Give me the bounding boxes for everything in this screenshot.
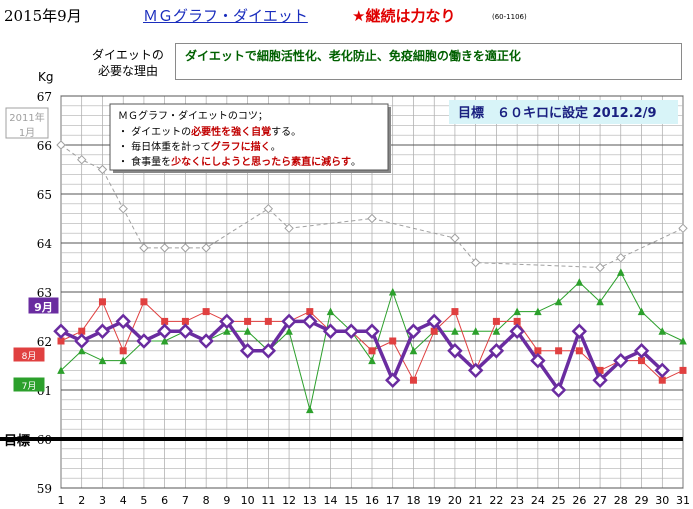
x-tick-label: 30: [655, 494, 669, 507]
tips-line: ・ 毎日体重を計ってグラフに描く。: [118, 140, 281, 153]
series-marker: [120, 348, 126, 354]
x-tick-label: 5: [140, 494, 147, 507]
x-tick-label: 11: [261, 494, 275, 507]
tips-segment: ・ ダイエットの: [118, 125, 191, 138]
x-tick-label: 24: [531, 494, 545, 507]
x-tick-label: 4: [120, 494, 127, 507]
series-marker: [203, 309, 209, 315]
y-tick-label: 64: [37, 237, 53, 251]
x-tick-label: 13: [303, 494, 317, 507]
series-label: 2011年: [9, 111, 44, 124]
goal-label: 目標: [4, 433, 30, 449]
x-tick-label: 25: [552, 494, 566, 507]
x-tick-label: 3: [99, 494, 106, 507]
series-label: 1月: [19, 127, 35, 139]
tips-segment: 必要性を強く自覚: [190, 125, 271, 138]
series-marker: [245, 318, 251, 324]
series-marker: [141, 299, 147, 305]
x-tick-label: 9: [223, 494, 230, 507]
x-tick-label: 29: [635, 494, 649, 507]
y-tick-label: 67: [37, 90, 52, 104]
y-tick-label: 66: [37, 139, 52, 153]
x-tick-label: 23: [510, 494, 524, 507]
tips-segment: する。: [271, 126, 301, 138]
x-tick-label: 22: [489, 494, 503, 507]
x-tick-label: 31: [676, 494, 690, 507]
series-marker: [410, 377, 416, 383]
x-tick-label: 18: [406, 494, 420, 507]
goal-banner-text: 目標 ６０キロに設定 2012.2/9: [458, 105, 657, 121]
x-tick-label: 21: [469, 494, 483, 507]
tips-segment: グラフに描く: [211, 140, 271, 153]
x-tick-label: 20: [448, 494, 462, 507]
series-marker: [576, 348, 582, 354]
x-tick-label: 26: [572, 494, 586, 507]
tips-line: ・ 食事量を少なくにしようと思ったら素直に減らす。: [118, 155, 361, 168]
y-tick-label: 62: [37, 335, 52, 349]
x-tick-label: 12: [282, 494, 296, 507]
series-marker: [680, 367, 686, 373]
series-marker: [265, 318, 271, 324]
tips-segment: 。: [351, 157, 361, 168]
series-marker: [99, 299, 105, 305]
tips-segment: 少なくにしようと思ったら素直に減らす: [170, 155, 351, 168]
tips-title: ＭＧグラフ・ダイエットのコツ；: [118, 109, 268, 122]
y-tick-label: 65: [37, 188, 52, 202]
series-marker: [390, 338, 396, 344]
x-tick-label: 6: [161, 494, 168, 507]
series-marker: [556, 348, 562, 354]
series-marker: [369, 348, 375, 354]
x-tick-label: 27: [593, 494, 607, 507]
x-tick-label: 2: [78, 494, 85, 507]
x-tick-label: 10: [241, 494, 255, 507]
x-tick-label: 8: [203, 494, 210, 507]
series-label: 8月: [22, 351, 37, 362]
x-tick-label: 19: [427, 494, 441, 507]
x-tick-label: 28: [614, 494, 628, 507]
tips-segment: ・ 毎日体重を計って: [118, 140, 211, 153]
x-tick-label: 17: [386, 494, 400, 507]
series-label: 9月: [34, 301, 53, 314]
x-tick-label: 1: [58, 494, 65, 507]
tips-segment: ・ 食事量を: [118, 155, 171, 168]
x-tick-label: 16: [365, 494, 379, 507]
tips-segment: 。: [271, 142, 281, 153]
x-tick-label: 14: [324, 494, 338, 507]
series-label: 7月: [22, 381, 37, 392]
y-tick-label: 59: [37, 482, 52, 496]
series-marker: [493, 318, 499, 324]
x-tick-label: 7: [182, 494, 189, 507]
x-tick-label: 15: [344, 494, 358, 507]
series-marker: [452, 309, 458, 315]
tips-line: ・ ダイエットの必要性を強く自覚する。: [118, 125, 301, 138]
